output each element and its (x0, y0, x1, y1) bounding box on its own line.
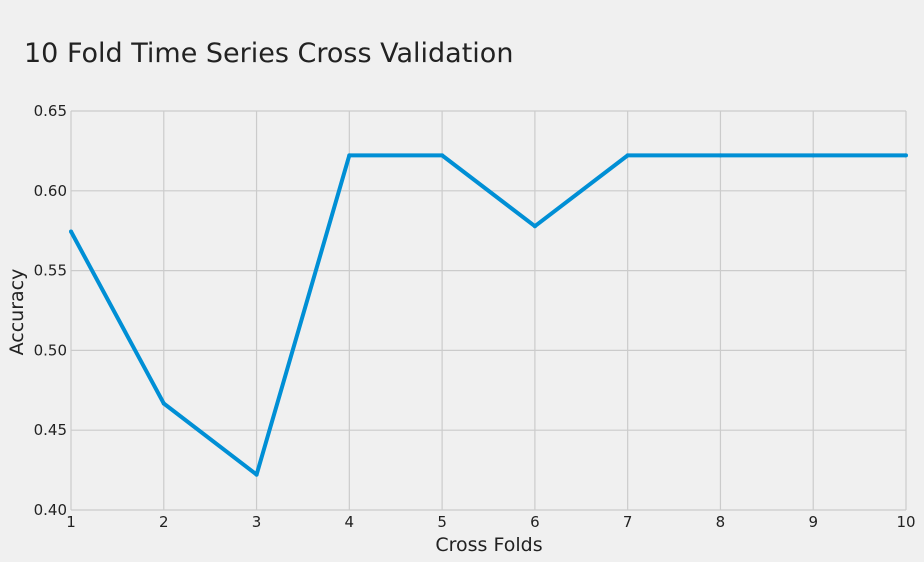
y-tick-label: 0.45 (34, 421, 67, 439)
data-point (347, 153, 352, 158)
data-point (532, 224, 537, 229)
x-tick-label: 6 (530, 513, 540, 531)
x-tick-label: 5 (437, 513, 447, 531)
data-point (904, 153, 908, 158)
gridlines (70, 110, 907, 511)
data-point (69, 229, 73, 234)
x-tick-label: 3 (252, 513, 262, 531)
data-point (254, 472, 259, 477)
x-tick-label: 4 (345, 513, 355, 531)
y-axis-label: Accuracy (6, 269, 28, 356)
y-tick-label: 0.65 (34, 102, 67, 120)
x-tick-label: 1 (66, 513, 76, 531)
data-point (440, 153, 445, 158)
data-point (811, 153, 816, 158)
x-tick-label: 7 (623, 513, 633, 531)
data-point (161, 401, 166, 406)
x-tick-label: 10 (896, 513, 915, 531)
y-tick-label: 0.40 (34, 501, 67, 519)
x-tick-label: 9 (808, 513, 818, 531)
series-layer (69, 153, 908, 477)
x-tick-label: 8 (716, 513, 726, 531)
series-line (69, 153, 906, 477)
y-tick-label: 0.60 (34, 182, 67, 200)
x-axis-label: Cross Folds (435, 534, 542, 556)
data-point (625, 153, 630, 158)
y-tick-label: 0.55 (34, 262, 67, 280)
tick-labels: 1 2 3 4 5 6 7 8 9 10 0.40 0.45 0.50 0.55 0.60 0.65 (34, 102, 916, 531)
x-tick-label: 2 (159, 513, 169, 531)
y-tick-label: 0.50 (34, 341, 67, 359)
data-point (718, 153, 723, 158)
chart-title: 10 Fold Time Series Cross Validation (24, 38, 513, 69)
